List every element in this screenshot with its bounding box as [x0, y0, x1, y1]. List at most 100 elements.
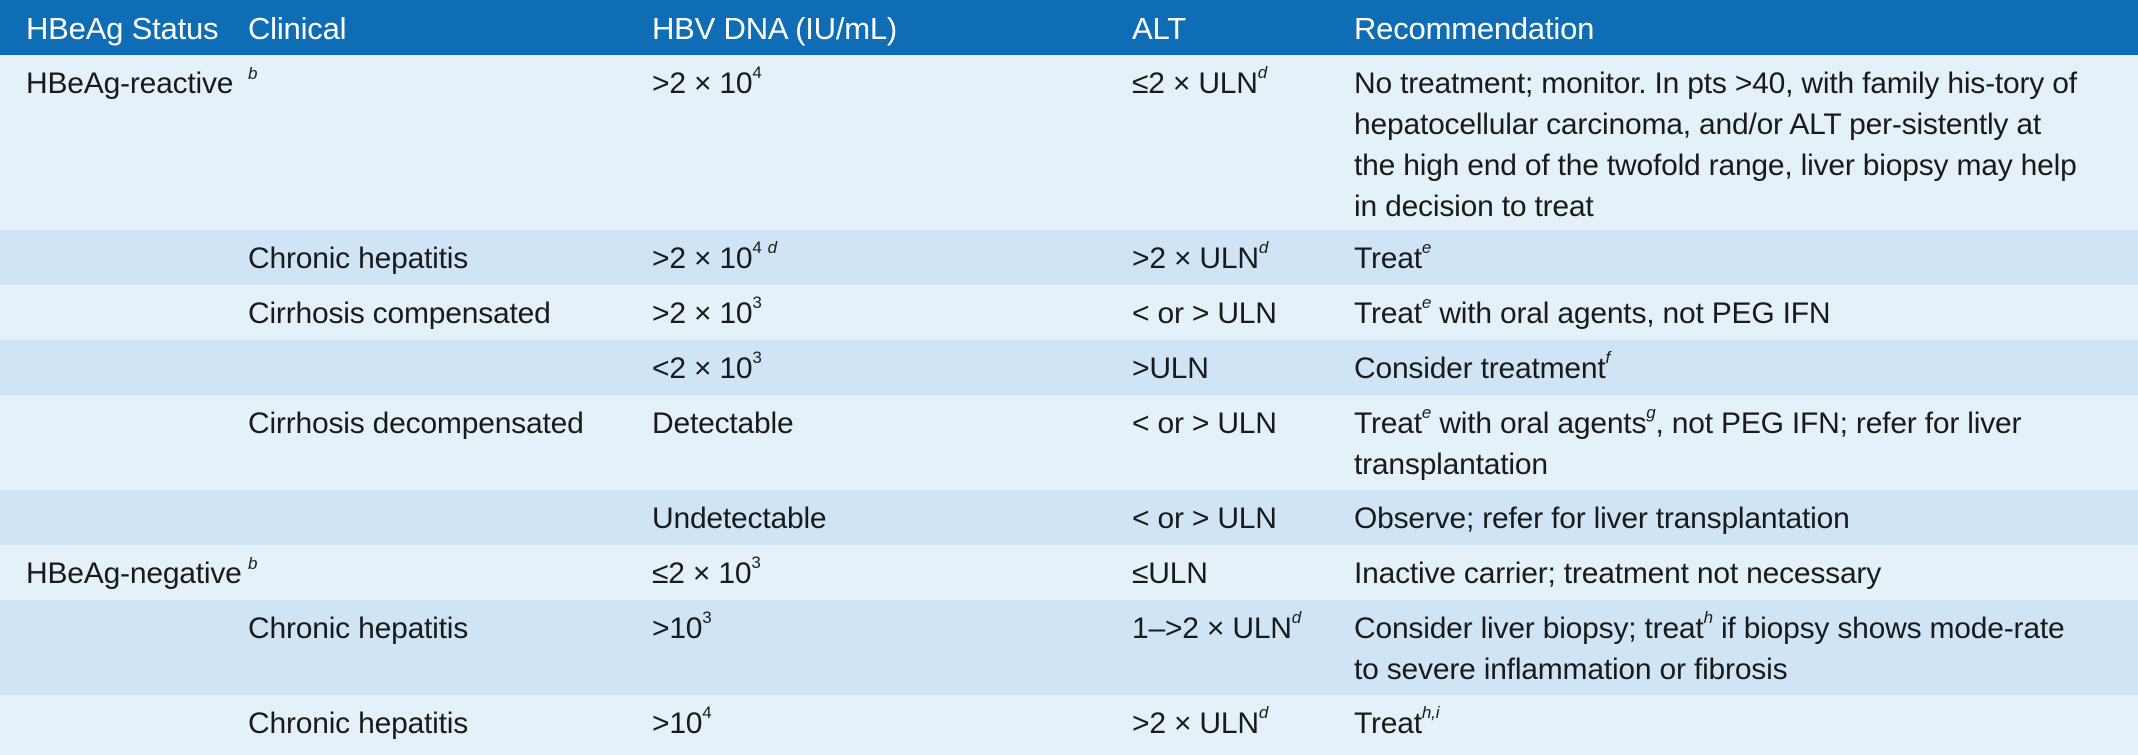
alt-text: < or > ULN [1132, 297, 1277, 330]
footnote-mark: e [1421, 238, 1432, 257]
dna-exponent: 4 [752, 63, 762, 82]
recommendation-text: with oral agents, not PEG IFN [1431, 297, 1831, 330]
status-cell [0, 490, 248, 546]
recommendation-cell: Treate [1354, 230, 2138, 286]
table-row: <2 × 103 >ULN Consider treatmentf [0, 340, 2138, 395]
clinical-cell: Chronic hepatitis [248, 230, 652, 286]
alt-cell: < or > ULN [1132, 285, 1354, 341]
alt-text: >ULN [1132, 352, 1209, 385]
table-row: Chronic hepatitis >103 1–>2 × ULNd Consi… [0, 600, 2138, 695]
table-header: HBeAg Status Clinical HBV DNA (IU/mL) AL… [0, 0, 2138, 55]
clinical-cell: b [248, 545, 652, 601]
alt-cell: < or > ULN [1132, 395, 1354, 492]
recommendation-cell: Treate with oral agentsg, not PEG IFN; r… [1354, 395, 2138, 492]
clinical-text: Chronic hepatitis [248, 707, 469, 740]
recommendation-text: Inactive carrier; treatment not necessar… [1354, 557, 1882, 590]
dna-exponent: 3 [752, 293, 762, 312]
alt-cell: >ULN [1132, 340, 1354, 396]
dna-exponent: 3 [752, 348, 762, 367]
table-row: Chronic hepatitis >104 >2 × ULNd Treath,… [0, 695, 2138, 755]
dna-cell: >104 [652, 695, 1132, 755]
footnote-mark: h,i [1421, 703, 1440, 722]
table-row: Cirrhosis decompensated Detectable < or … [0, 395, 2138, 490]
alt-text: >2 × ULN [1132, 707, 1259, 740]
dna-text: >2 × 10 [652, 242, 753, 275]
recommendation-text: Treat [1354, 707, 1422, 740]
dna-text: >2 × 10 [652, 67, 753, 100]
dna-text: >10 [652, 612, 703, 645]
dna-cell: <2 × 103 [652, 340, 1132, 396]
recommendation-text: Consider liver biopsy; treat [1354, 612, 1704, 645]
dna-cell: Undetectable [652, 490, 1132, 546]
alt-cell: ≤ULN [1132, 545, 1354, 601]
dna-text: <2 × 10 [652, 352, 753, 385]
footnote-mark: g [1646, 403, 1656, 422]
clinical-cell [248, 340, 652, 396]
alt-cell: 1–>2 × ULNd [1132, 600, 1354, 697]
footnote-mark: h [1703, 608, 1713, 627]
status-cell [0, 340, 248, 396]
table-row: Chronic hepatitis >2 × 104 d >2 × ULNd Tr… [0, 230, 2138, 285]
status-cell [0, 600, 248, 697]
clinical-cell: Chronic hepatitis [248, 600, 652, 697]
footnote-mark: e [1421, 403, 1432, 422]
status-cell: HBeAg-reactive [0, 55, 248, 234]
recommendation-cell: Consider liver biopsy; treath if biopsy … [1354, 600, 2138, 697]
recommendation-text: if biopsy shows mode-rate to severe infl… [1354, 612, 2065, 686]
footnote-mark: d [1291, 608, 1302, 627]
recommendation-text: Observe; refer for liver transplantation [1354, 502, 1850, 535]
dna-text: Undetectable [652, 502, 827, 535]
footnote-mark: e [1421, 293, 1432, 312]
recommendation-cell: Treate with oral agents, not PEG IFN [1354, 285, 2138, 341]
dna-cell: ≤2 × 103 [652, 545, 1132, 601]
status-cell [0, 230, 248, 286]
table-row: Cirrhosis compensated >2 × 103 < or > UL… [0, 285, 2138, 340]
header-alt: ALT [1132, 10, 1186, 46]
alt-text: ≤ULN [1132, 557, 1208, 590]
alt-text: ≤2 × ULN [1132, 67, 1258, 100]
alt-text: 1–>2 × ULN [1132, 612, 1292, 645]
clinical-text: Chronic hepatitis [248, 242, 469, 275]
table-row: HBeAg-reactive b >2 × 104 ≤2 × ULNd No t… [0, 55, 2138, 230]
dna-cell: >2 × 103 [652, 285, 1132, 341]
recommendation-text: , not PEG IFN; refer for liver transplan… [1354, 407, 2022, 481]
clinical-cell: Chronic hepatitis [248, 695, 652, 755]
header-recommendation: Recommendation [1354, 10, 1595, 46]
alt-text: < or > ULN [1132, 407, 1277, 440]
recommendation-text: with oral agents [1431, 407, 1647, 440]
alt-cell: >2 × ULNd [1132, 230, 1354, 286]
dna-exponent: 4 [702, 703, 712, 722]
recommendation-text: Treat [1354, 242, 1422, 275]
alt-cell: < or > ULN [1132, 490, 1354, 546]
footnote-mark: b [248, 554, 258, 573]
recommendation-cell: No treatment; monitor. In pts >40, with … [1354, 55, 2138, 234]
dna-text: ≤2 × 10 [652, 557, 752, 590]
footnote-mark: d [1257, 63, 1268, 82]
recommendation-text: Treat [1354, 297, 1422, 330]
status-cell: HBeAg-negative [0, 545, 248, 601]
dna-cell: Detectable [652, 395, 1132, 492]
dna-exponent: 4 [752, 238, 762, 257]
footnote-mark: b [248, 64, 258, 83]
dna-text: >2 × 10 [652, 297, 753, 330]
status-text: HBeAg-reactive [26, 67, 234, 100]
footnote-mark: d [1258, 238, 1269, 257]
clinical-cell: Cirrhosis decompensated [248, 395, 652, 492]
clinical-text: Cirrhosis compensated [248, 297, 551, 330]
recommendation-cell: Inactive carrier; treatment not necessar… [1354, 545, 2138, 601]
clinical-cell: b [248, 55, 652, 234]
dna-text: Detectable [652, 407, 794, 440]
status-cell [0, 695, 248, 755]
dna-text: >10 [652, 707, 703, 740]
status-cell [0, 395, 248, 492]
clinical-cell [248, 490, 652, 546]
header-dna: HBV DNA (IU/mL) [652, 10, 898, 46]
dna-cell: >2 × 104 d [652, 230, 1132, 286]
dna-cell: >2 × 104 [652, 55, 1132, 234]
footnote-mark: d [1258, 703, 1269, 722]
footnote-mark: f [1605, 348, 1611, 367]
recommendation-cell: Consider treatmentf [1354, 340, 2138, 396]
status-text: HBeAg-negative [26, 557, 242, 590]
recommendation-text: Consider treatment [1354, 352, 1606, 385]
